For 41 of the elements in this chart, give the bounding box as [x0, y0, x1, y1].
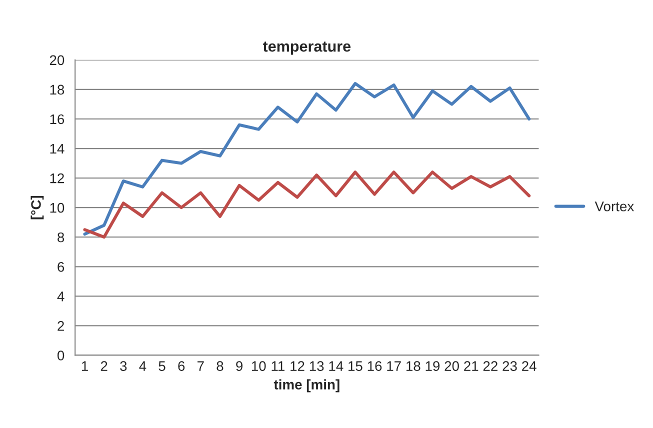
x-tick-label: 18 [406, 361, 420, 371]
y-tick-label: 8 [58, 232, 64, 242]
y-tick-label: 20 [50, 55, 64, 66]
x-tick-label: 9 [236, 361, 242, 371]
y-axis-title: [°C] [30, 196, 44, 220]
x-tick-label: 12 [290, 361, 304, 371]
x-tick-label: 24 [522, 361, 536, 371]
x-tick-label: 20 [444, 361, 459, 371]
x-tick-label: 15 [348, 361, 362, 371]
x-tick-label: 17 [387, 361, 401, 371]
x-tick-label: 6 [178, 361, 185, 371]
line-series [83, 170, 531, 239]
legend-label: Vortex [594, 202, 634, 212]
x-tick-label: 14 [329, 361, 344, 371]
x-tick-label: 1 [82, 361, 88, 371]
y-tick-label: 10 [50, 202, 64, 213]
line-series [83, 82, 531, 236]
y-tick-label: 12 [50, 173, 64, 184]
x-tick-label: 22 [483, 361, 498, 371]
y-tick-label: 6 [58, 262, 64, 272]
y-tick-label: 0 [57, 350, 64, 360]
chart-title: temperature [262, 42, 351, 55]
x-axis-title: time [min] [274, 379, 340, 392]
y-tick-label: 2 [58, 321, 64, 331]
y-tick-label: 14 [50, 144, 64, 154]
x-tick-label: 13 [310, 361, 324, 371]
x-tick-label: 5 [158, 361, 166, 371]
y-tick-label: 18 [50, 84, 64, 95]
x-tick-label: 8 [216, 361, 224, 371]
x-tick-label: 21 [464, 361, 478, 371]
y-tick-label: 4 [57, 292, 64, 302]
x-tick-label: 2 [100, 361, 108, 371]
x-tick-label: 4 [139, 361, 146, 371]
x-tick-label: 19 [426, 361, 440, 371]
x-tick-label: 11 [272, 361, 284, 371]
y-tick-label: 16 [50, 114, 64, 124]
x-tick-label: 7 [198, 361, 204, 371]
x-tick-label: 16 [368, 361, 382, 371]
x-tick-label: 3 [120, 361, 127, 371]
x-tick-label: 10 [252, 361, 266, 371]
x-tick-label: 23 [502, 361, 517, 371]
